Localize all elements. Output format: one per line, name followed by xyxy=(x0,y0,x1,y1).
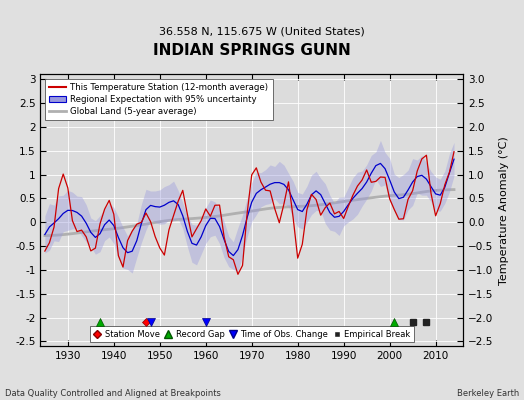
Text: 36.558 N, 115.675 W (United States): 36.558 N, 115.675 W (United States) xyxy=(159,26,365,36)
Text: Berkeley Earth: Berkeley Earth xyxy=(456,389,519,398)
Legend: Station Move, Record Gap, Time of Obs. Change, Empirical Break: Station Move, Record Gap, Time of Obs. C… xyxy=(90,326,413,342)
Text: Data Quality Controlled and Aligned at Breakpoints: Data Quality Controlled and Aligned at B… xyxy=(5,389,221,398)
Title: INDIAN SPRINGS GUNN: INDIAN SPRINGS GUNN xyxy=(153,43,351,58)
Y-axis label: Temperature Anomaly (°C): Temperature Anomaly (°C) xyxy=(499,136,509,285)
